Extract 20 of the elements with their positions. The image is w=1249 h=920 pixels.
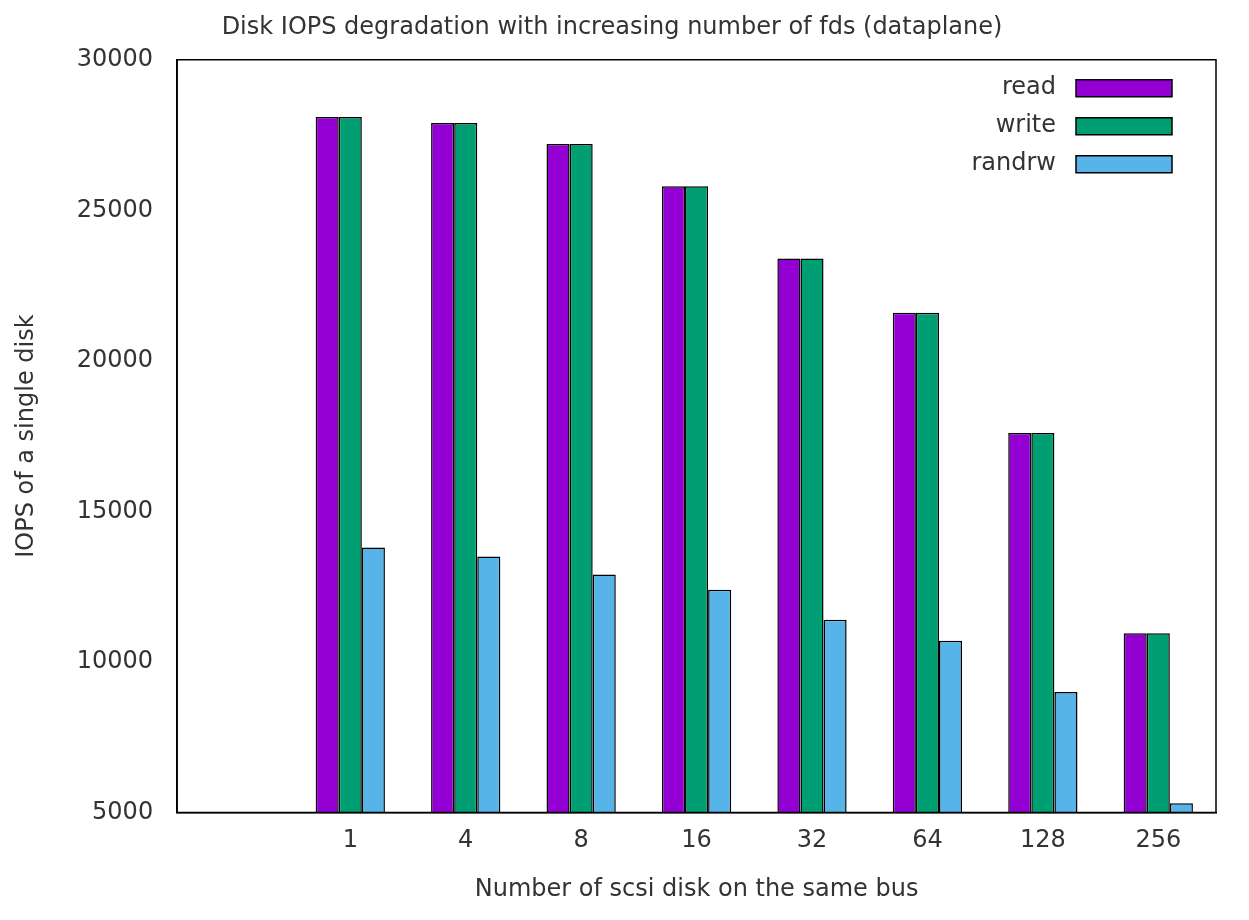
y-tick-label: 5000	[92, 796, 154, 825]
x-tick-label: 4	[458, 825, 474, 854]
y-tick-label: 20000	[76, 345, 154, 374]
x-tick-label: 64	[912, 825, 943, 854]
legend-label: read	[1001, 72, 1056, 101]
x-tick-label: 32	[796, 825, 828, 854]
x-axis-title: Number of scsi disk on the same bus	[474, 873, 919, 902]
x-tick-label: 128	[1019, 825, 1066, 854]
y-axis-title: IOPS of a single disk	[10, 314, 39, 558]
x-tick-label: 16	[681, 825, 712, 854]
x-tick-label: 256	[1135, 825, 1182, 854]
chart-title: Disk IOPS degradation with increasing number of fds (dataplane)	[221, 11, 1003, 40]
y-tick-label: 25000	[76, 194, 154, 223]
y-tick-label: 10000	[76, 646, 154, 675]
legend-label: write	[995, 110, 1056, 139]
y-tick-label: 30000	[76, 44, 154, 73]
x-tick-label: 8	[573, 825, 589, 854]
legend-label: randrw	[971, 148, 1056, 177]
x-tick-label: 1	[342, 825, 358, 854]
y-tick-label: 15000	[76, 495, 154, 524]
